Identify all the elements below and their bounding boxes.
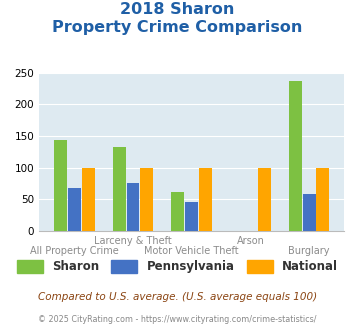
Bar [68,188,81,231]
Legend: Sharon, Pennsylvania, National: Sharon, Pennsylvania, National [12,255,343,278]
Bar [140,168,153,231]
Bar [54,140,67,231]
Bar [82,168,94,231]
Text: All Property Crime: All Property Crime [30,246,119,256]
Text: Burglary: Burglary [288,246,330,256]
Text: Arson: Arson [236,236,264,246]
Bar [316,168,329,231]
Bar [185,203,198,231]
Text: Larceny & Theft: Larceny & Theft [94,236,172,246]
Bar [199,168,212,231]
Bar [171,192,184,231]
Text: 2018 Sharon: 2018 Sharon [120,2,235,16]
Bar [258,168,271,231]
Bar [303,194,316,231]
Text: © 2025 CityRating.com - https://www.cityrating.com/crime-statistics/: © 2025 CityRating.com - https://www.city… [38,315,317,324]
Text: Compared to U.S. average. (U.S. average equals 100): Compared to U.S. average. (U.S. average … [38,292,317,302]
Bar [126,183,140,231]
Bar [289,81,302,231]
Text: Property Crime Comparison: Property Crime Comparison [52,20,303,35]
Bar [113,147,126,231]
Text: Motor Vehicle Theft: Motor Vehicle Theft [144,246,239,256]
